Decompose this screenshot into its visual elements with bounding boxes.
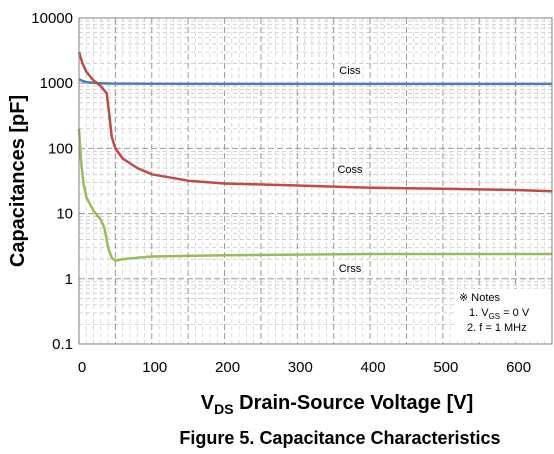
x-tick-label: 500 [433, 359, 458, 376]
x-tick-label: 400 [361, 359, 386, 376]
series-label-ciss: Ciss [339, 65, 361, 77]
notes-line-1: 1. VGS = 0 V [469, 307, 530, 321]
series-line-ciss [78, 78, 552, 86]
x-tick-label: 200 [215, 359, 240, 376]
x-tick-label: 300 [288, 359, 313, 376]
figure-caption: Figure 5. Capacitance Characteristics [179, 428, 500, 448]
x-tick-label: 600 [506, 359, 531, 376]
series-line-coss [77, 51, 553, 193]
y-tick-label: 10 [56, 206, 73, 223]
series-line-crss [77, 128, 552, 262]
y-tick-label: 0.1 [52, 336, 73, 353]
x-axis-label: VDS Drain-Source Voltage [V] [201, 392, 473, 417]
notes-header: ※ Notes [459, 292, 501, 304]
series-label-crss: Crss [339, 263, 362, 275]
series-label-coss: Coss [337, 164, 363, 176]
notes-line-2: 2. f = 1 MHz [467, 322, 527, 334]
y-tick-label: 100 [48, 140, 73, 157]
y-axis-label: Capacitances [pF] [7, 95, 29, 267]
y-tick-labels: 0.1 1 10 100 1000 10000 [31, 10, 73, 353]
notes-background [454, 289, 551, 341]
plot-border [78, 17, 553, 345]
x-tick-label: 100 [142, 359, 167, 376]
series-labels: Ciss Coss Crss [337, 65, 363, 275]
notes-box: ※ Notes 1. VGS = 0 V 2. f = 1 MHz [454, 289, 551, 341]
y-tick-label: 1 [65, 271, 73, 288]
series-layer [77, 51, 553, 262]
x-tick-label: 0 [78, 359, 86, 376]
minor-grid [79, 18, 552, 344]
y-tick-label: 10000 [31, 10, 73, 27]
y-tick-label: 1000 [40, 75, 73, 92]
x-tick-labels: 0 100 200 300 400 500 600 [78, 359, 531, 376]
